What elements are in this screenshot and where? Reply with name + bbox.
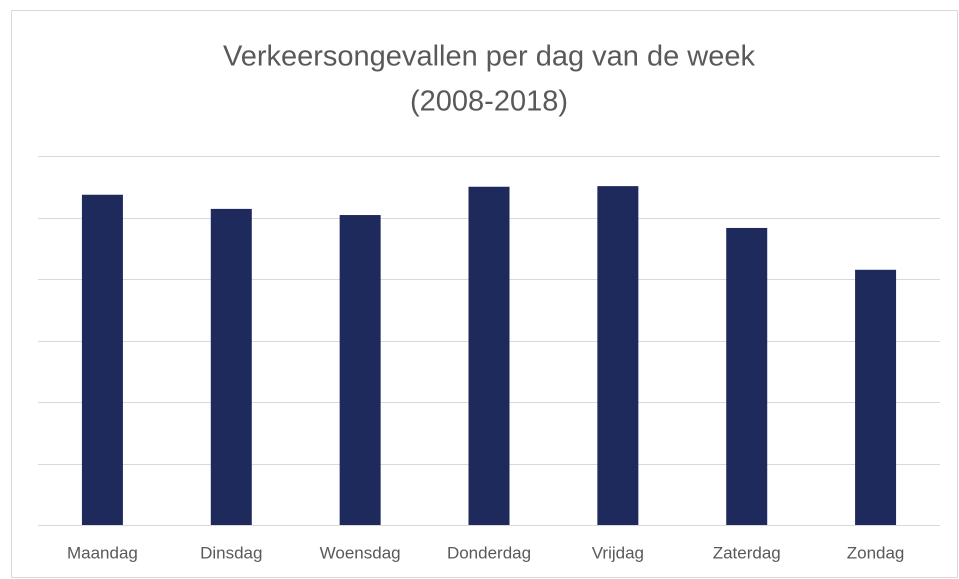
x-tick-label: Donderdag [447, 543, 531, 562]
x-tick-label: Zaterdag [713, 543, 781, 562]
x-tick-label: Zondag [847, 543, 905, 562]
chart-title: Verkeersongevallen per dag van de week [223, 41, 756, 73]
bar [81, 194, 123, 525]
x-tick-label: Woensdag [320, 543, 401, 562]
bar [339, 215, 381, 526]
bar [855, 269, 897, 525]
bar [726, 227, 768, 525]
x-tick-label: Dinsdag [200, 543, 262, 562]
x-tick-label: Maandag [67, 543, 138, 562]
x-tick-label: Vrijdag [592, 543, 644, 562]
bar [210, 208, 252, 525]
bar [597, 186, 639, 525]
chart-title: (2008-2018) [410, 86, 568, 118]
bar [468, 186, 510, 525]
